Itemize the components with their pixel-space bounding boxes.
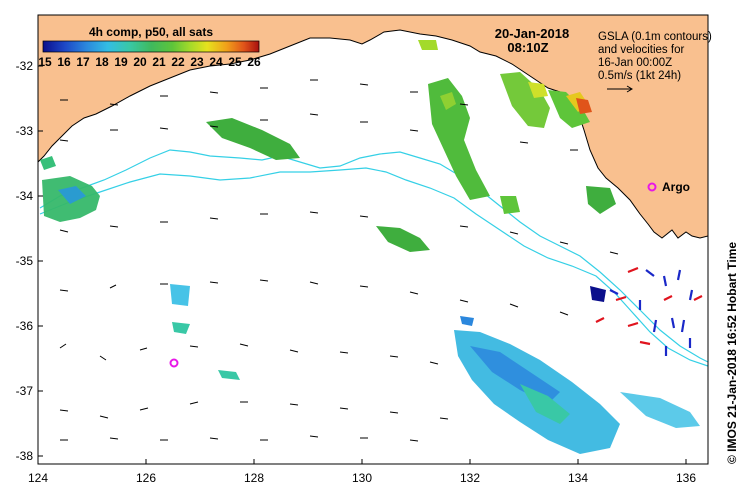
- lat-tick-label: -35: [16, 254, 34, 268]
- colorbar-tick: 21: [152, 55, 166, 69]
- lon-tick-label: 126: [136, 471, 156, 485]
- lon-tick-label: 124: [28, 471, 48, 485]
- lat-tick-label: -34: [16, 189, 34, 203]
- y-axis-labels: -32 -33 -34 -35 -36 -37 -38: [16, 59, 34, 463]
- isobath-line: [39, 149, 708, 363]
- colorbar-tick: 17: [76, 55, 90, 69]
- info-line-4: 0.5m/s (1kt 24h): [598, 70, 681, 82]
- colorbar-tick: 24: [209, 55, 223, 69]
- land-mass: [38, 15, 708, 239]
- colorbar-tick: 15: [38, 55, 52, 69]
- colorbar-tick: 25: [228, 55, 242, 69]
- lon-tick-label: 128: [244, 471, 264, 485]
- sst-patches: [40, 40, 700, 454]
- axis-ticks: [37, 65, 687, 464]
- argo-float-marker: [169, 182, 657, 368]
- x-axis-labels: 124 126 128 130 132 134 136: [28, 471, 696, 485]
- colorbar-tick: 20: [133, 55, 147, 69]
- map-frame: [37, 14, 709, 465]
- colorbar-title: 4h comp, p50, all sats: [89, 25, 213, 39]
- colorbar-tick: 19: [114, 55, 128, 69]
- lon-tick-label: 136: [676, 471, 696, 485]
- colorbar-tick: 26: [247, 55, 261, 69]
- argo-label: Argo: [662, 180, 690, 194]
- colorbar-tick: 16: [57, 55, 71, 69]
- coloured-vectors: [595, 266, 703, 356]
- info-line-1: GSLA (0.1m contours): [598, 31, 712, 43]
- lon-tick-label: 132: [460, 471, 480, 485]
- lat-tick-label: -33: [16, 124, 34, 138]
- info-line-2: and velocities for: [598, 44, 684, 56]
- credit-text: © IMOS 21-Jan-2018 16:52 Hobart Time: [725, 242, 739, 464]
- reference-arrow-icon: [607, 85, 633, 93]
- lat-tick-label: -32: [16, 59, 34, 73]
- lat-tick-label: -37: [16, 384, 34, 398]
- time-label: 08:10Z: [507, 40, 548, 55]
- colorbar-tick: 18: [95, 55, 109, 69]
- lon-tick-label: 130: [352, 471, 372, 485]
- velocity-vectors: [59, 79, 619, 442]
- isobath-line-2: [39, 167, 708, 367]
- info-line-3: 16-Jan 00:00Z: [598, 57, 672, 69]
- colorbar-tick: 22: [171, 55, 185, 69]
- colorbar: [42, 40, 260, 53]
- colorbar-tick: 23: [190, 55, 204, 69]
- lat-tick-label: -36: [16, 319, 34, 333]
- colorbar-ticks: 15 16 17 18 19 20 21 22 23 24 25 26: [38, 55, 261, 69]
- map-area: [38, 15, 708, 454]
- lat-tick-label: -38: [16, 449, 34, 463]
- date-label: 20-Jan-2018: [495, 26, 569, 41]
- lon-tick-label: 134: [568, 471, 588, 485]
